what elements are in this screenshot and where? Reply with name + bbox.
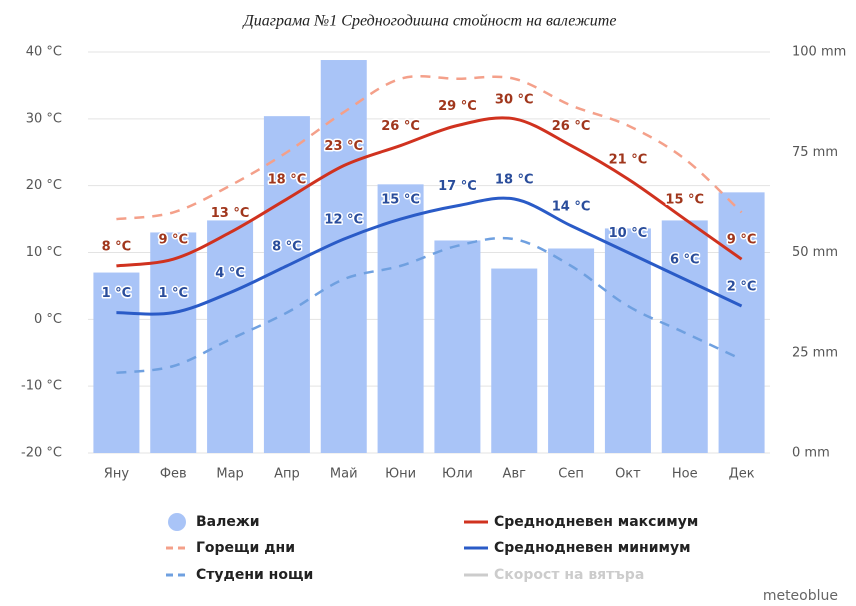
y-tick-label: 40 °C [26, 45, 62, 60]
y-tick-label: 30 °C [26, 111, 62, 126]
x-tick-label: Авг [503, 467, 527, 482]
x-tick-label: Мар [216, 467, 243, 482]
data-label: 17 °C [438, 179, 477, 194]
y-tick-label: 0 °C [34, 312, 62, 327]
x-tick-label: Ное [672, 467, 698, 482]
data-label: 12 °C [324, 213, 363, 228]
data-label: 10 °C [609, 226, 648, 241]
legend-label: Горещи дни [196, 540, 295, 556]
bar [320, 60, 367, 454]
bar [491, 268, 538, 453]
data-label: 2 °C [727, 279, 757, 294]
x-tick-label: Дек [729, 467, 755, 482]
bar [434, 240, 481, 453]
x-tick-label: Юни [385, 467, 416, 482]
y2-tick-label: 25 mm [792, 345, 838, 360]
bar [150, 232, 197, 453]
bar [604, 228, 651, 453]
y-tick-label: -20 °C [21, 446, 62, 461]
data-label: 18 °C [495, 173, 534, 188]
y2-tick-label: 75 mm [792, 145, 838, 160]
bar [207, 220, 254, 453]
data-label: 6 °C [670, 253, 700, 268]
bar [93, 272, 140, 453]
x-tick-label: Фев [160, 467, 187, 482]
bar [548, 248, 595, 453]
data-label: 15 °C [665, 193, 704, 208]
data-label: 15 °C [381, 193, 420, 208]
x-tick-label: Сеп [558, 467, 584, 482]
legend-label: Среднодневен минимум [494, 540, 691, 556]
y2-tick-label: 100 mm [792, 45, 846, 60]
bar [263, 116, 310, 453]
y2-tick-label: 50 mm [792, 245, 838, 260]
dashed-line [116, 236, 743, 375]
bar [718, 192, 765, 453]
data-label: 8 °C [102, 239, 132, 254]
data-label: 26 °C [381, 119, 420, 134]
x-tick-label: Юли [442, 467, 473, 482]
dashed-line [116, 75, 743, 221]
x-tick-label: Май [330, 467, 358, 482]
line [116, 196, 743, 316]
legend-label: Студени нощи [196, 567, 313, 583]
data-label: 1 °C [158, 286, 188, 301]
data-label: 8 °C [272, 239, 302, 254]
data-label: 13 °C [211, 206, 250, 221]
credit: meteoblue [763, 588, 838, 604]
data-label: 21 °C [609, 152, 648, 167]
y-tick-label: 20 °C [26, 178, 62, 193]
chart-title: Диаграма №1 Средногодишна стойност на ва… [242, 13, 617, 30]
legend-label: Скорост на вятъра [494, 567, 644, 583]
y-tick-label: 10 °C [26, 245, 62, 260]
data-label: 9 °C [727, 233, 757, 248]
x-tick-label: Апр [274, 467, 300, 482]
legend-label: Валежи [196, 514, 260, 530]
line [116, 116, 743, 268]
y2-tick-label: 0 mm [792, 446, 830, 461]
data-label: 18 °C [268, 173, 307, 188]
y-tick-label: -10 °C [21, 379, 62, 394]
data-label: 14 °C [552, 199, 591, 214]
legend-swatch [168, 513, 186, 531]
data-label: 23 °C [324, 139, 363, 154]
x-tick-label: Яну [104, 467, 130, 482]
legend-label: Среднодневен максимум [494, 514, 698, 530]
x-tick-label: Окт [615, 467, 641, 482]
data-label: 30 °C [495, 92, 534, 107]
bar [661, 220, 708, 453]
data-label: 4 °C [215, 266, 245, 281]
data-label: 1 °C [102, 286, 132, 301]
data-label: 26 °C [552, 119, 591, 134]
bar [377, 184, 424, 453]
data-label: 29 °C [438, 99, 477, 114]
data-label: 9 °C [158, 233, 188, 248]
